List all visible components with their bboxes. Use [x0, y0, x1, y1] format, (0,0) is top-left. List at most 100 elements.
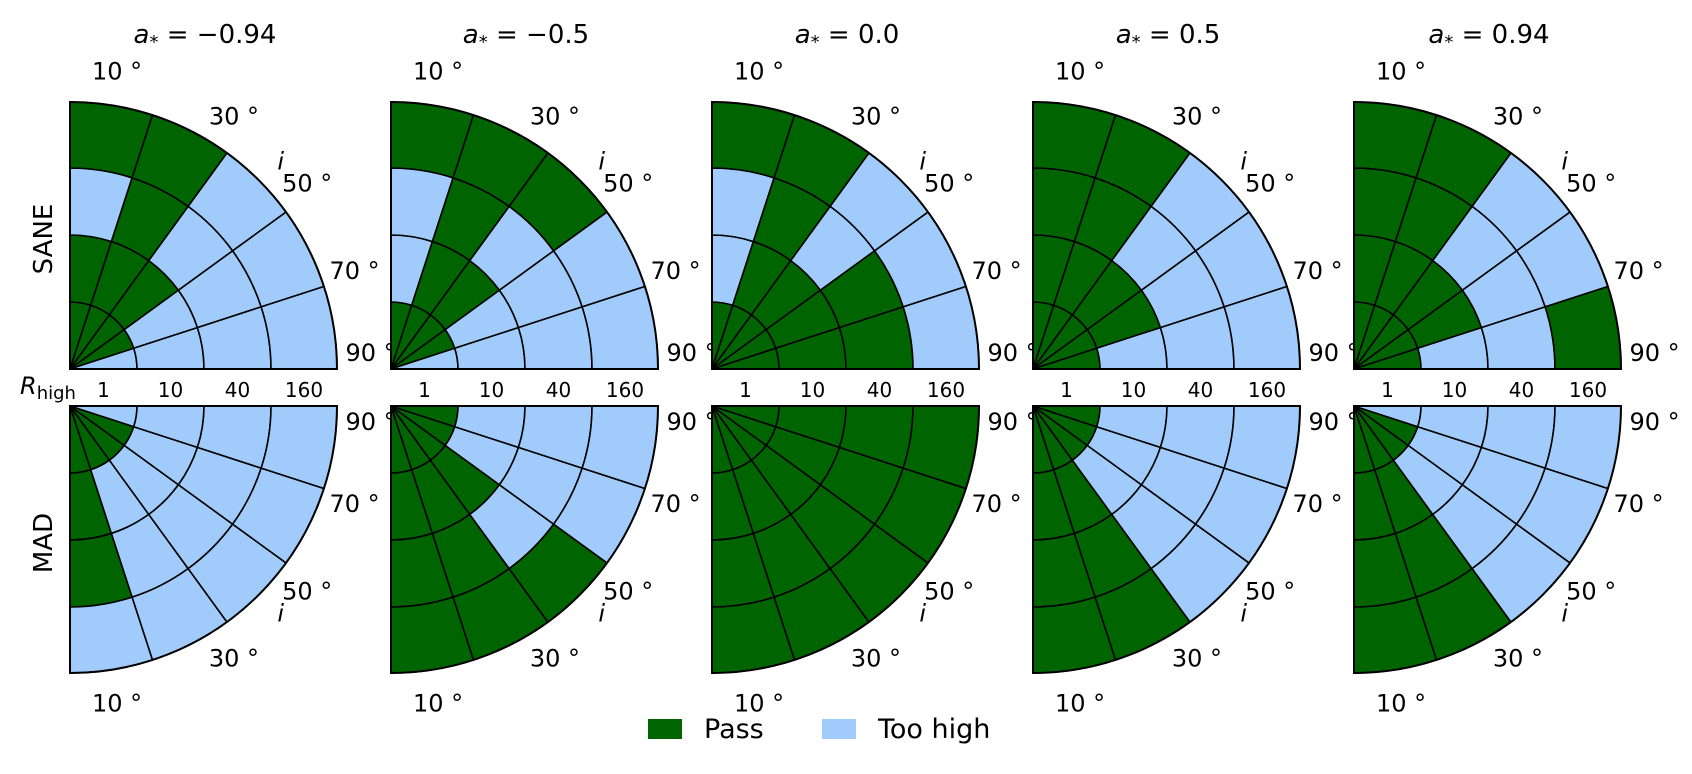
- angular-tick-label: 50 °: [282, 577, 332, 605]
- angular-tick-label: 30 °: [1493, 644, 1543, 672]
- panel-sane-col-1: 10 ° 30 ° 50 ° 70 ° 90 ° i 1 10 40 160: [69, 58, 396, 402]
- panel-outline: [1032, 405, 1302, 675]
- radial-tick-label: 10: [479, 378, 504, 402]
- panel-outline: [69, 100, 339, 370]
- angular-tick-label: 90 °: [1630, 339, 1680, 367]
- radial-tick-label: 160: [1569, 378, 1607, 402]
- panel-mad-col-5: 10 ° 30 ° 50 ° 70 ° 90 ° i: [1353, 405, 1680, 717]
- angular-tick-label: 10 °: [413, 58, 463, 86]
- legend-swatch-too_high: [822, 719, 856, 739]
- angular-tick-label: 90 °: [1630, 408, 1680, 436]
- radial-tick-label: 1: [97, 378, 110, 402]
- angular-axis-label: i: [919, 599, 926, 627]
- angular-tick-label: 10 °: [1376, 58, 1426, 86]
- angular-tick-label: 50 °: [924, 170, 974, 198]
- angular-tick-label: 50 °: [1566, 170, 1616, 198]
- panel-outline: [390, 405, 660, 675]
- angular-tick-label: 50 °: [1245, 170, 1295, 198]
- radial-tick-label: 1: [739, 378, 752, 402]
- angular-tick-label: 70 °: [1293, 490, 1343, 518]
- radial-tick-label: 40: [225, 378, 250, 402]
- angular-tick-label: 90 °: [988, 408, 1038, 436]
- radial-tick-label: 1: [1060, 378, 1073, 402]
- angular-tick-label: 10 °: [734, 58, 784, 86]
- row-label-sane: SANE: [29, 204, 59, 275]
- radial-tick-label: 40: [867, 378, 892, 402]
- angular-tick-label: 70 °: [972, 257, 1022, 285]
- angular-tick-label: 30 °: [209, 644, 259, 672]
- radial-tick-label: 10: [1121, 378, 1146, 402]
- angular-tick-label: 50 °: [282, 170, 332, 198]
- angular-tick-label: 30 °: [530, 644, 580, 672]
- angular-tick-label: 50 °: [924, 577, 974, 605]
- angular-axis-label: i: [277, 599, 284, 627]
- panel-mad-col-1: 10 ° 30 ° 50 ° 70 ° 90 ° i: [69, 405, 396, 717]
- angular-tick-label: 10 °: [734, 689, 784, 717]
- panel-mad-col-3: 10 ° 30 ° 50 ° 70 ° 90 ° i: [711, 405, 1038, 717]
- column-title-4: a* = 0.5: [1116, 20, 1221, 53]
- angular-tick-label: 90 °: [667, 339, 717, 367]
- angular-axis-label: i: [1240, 599, 1247, 627]
- angular-tick-label: 30 °: [851, 103, 901, 131]
- radial-tick-label: 10: [1442, 378, 1467, 402]
- angular-axis-label: i: [277, 148, 284, 176]
- angular-axis-label: i: [598, 599, 605, 627]
- radial-tick-label: 40: [1188, 378, 1213, 402]
- angular-tick-label: 50 °: [603, 577, 653, 605]
- angular-axis-label: i: [598, 148, 605, 176]
- angular-tick-label: 30 °: [530, 103, 580, 131]
- panel-outline: [711, 100, 981, 370]
- panel-outline: [1353, 405, 1623, 675]
- angular-tick-label: 10 °: [1055, 58, 1105, 86]
- angular-tick-label: 50 °: [1245, 577, 1295, 605]
- panel-outline: [1032, 100, 1302, 370]
- angular-tick-label: 10 °: [1055, 689, 1105, 717]
- angular-tick-label: 30 °: [1493, 103, 1543, 131]
- angular-tick-label: 50 °: [1566, 577, 1616, 605]
- radial-tick-label: 10: [800, 378, 825, 402]
- angular-tick-label: 70 °: [330, 490, 380, 518]
- angular-tick-label: 90 °: [346, 339, 396, 367]
- radial-tick-label: 10: [158, 378, 183, 402]
- angular-tick-label: 70 °: [1614, 257, 1664, 285]
- row-label-mad: MAD: [29, 513, 59, 573]
- radial-tick-label: 1: [1381, 378, 1394, 402]
- angular-axis-label: i: [1561, 148, 1568, 176]
- angular-tick-label: 30 °: [1172, 103, 1222, 131]
- angular-tick-label: 90 °: [1309, 408, 1359, 436]
- angular-tick-label: 30 °: [1172, 644, 1222, 672]
- column-title-3: a* = 0.0: [795, 20, 900, 53]
- radial-axis-label: Rhigh: [20, 372, 76, 404]
- panel-mad-col-2: 10 ° 30 ° 50 ° 70 ° 90 ° i: [390, 405, 717, 717]
- angular-tick-label: 90 °: [346, 408, 396, 436]
- panel-outline: [711, 405, 981, 675]
- angular-tick-label: 10 °: [92, 689, 142, 717]
- panel-outline: [390, 100, 660, 370]
- radial-tick-label: 160: [606, 378, 644, 402]
- angular-tick-label: 70 °: [972, 490, 1022, 518]
- panel-sane-col-4: 10 ° 30 ° 50 ° 70 ° 90 ° i 1 10 40 160: [1032, 58, 1359, 402]
- legend-swatch-pass: [648, 719, 682, 739]
- angular-tick-label: 90 °: [988, 339, 1038, 367]
- angular-tick-label: 70 °: [651, 490, 701, 518]
- legend-label-too_high: Too high: [877, 714, 990, 745]
- angular-tick-label: 30 °: [851, 644, 901, 672]
- radial-tick-label: 40: [546, 378, 571, 402]
- legend: Pass Too high: [648, 714, 990, 745]
- panel-mad-col-4: 10 ° 30 ° 50 ° 70 ° 90 ° i: [1032, 405, 1359, 717]
- legend-label-pass: Pass: [704, 714, 764, 745]
- angular-tick-label: 70 °: [330, 257, 380, 285]
- radial-tick-label: 1: [418, 378, 431, 402]
- angular-tick-label: 50 °: [603, 170, 653, 198]
- radial-tick-label: 160: [927, 378, 965, 402]
- angular-tick-label: 10 °: [413, 689, 463, 717]
- angular-axis-label: i: [1561, 599, 1568, 627]
- angular-tick-label: 30 °: [209, 103, 259, 131]
- angular-tick-label: 70 °: [1293, 257, 1343, 285]
- radial-tick-label: 160: [285, 378, 323, 402]
- angular-tick-label: 90 °: [1309, 339, 1359, 367]
- angular-tick-label: 70 °: [1614, 490, 1664, 518]
- angular-tick-label: 70 °: [651, 257, 701, 285]
- panel-outline: [69, 405, 339, 675]
